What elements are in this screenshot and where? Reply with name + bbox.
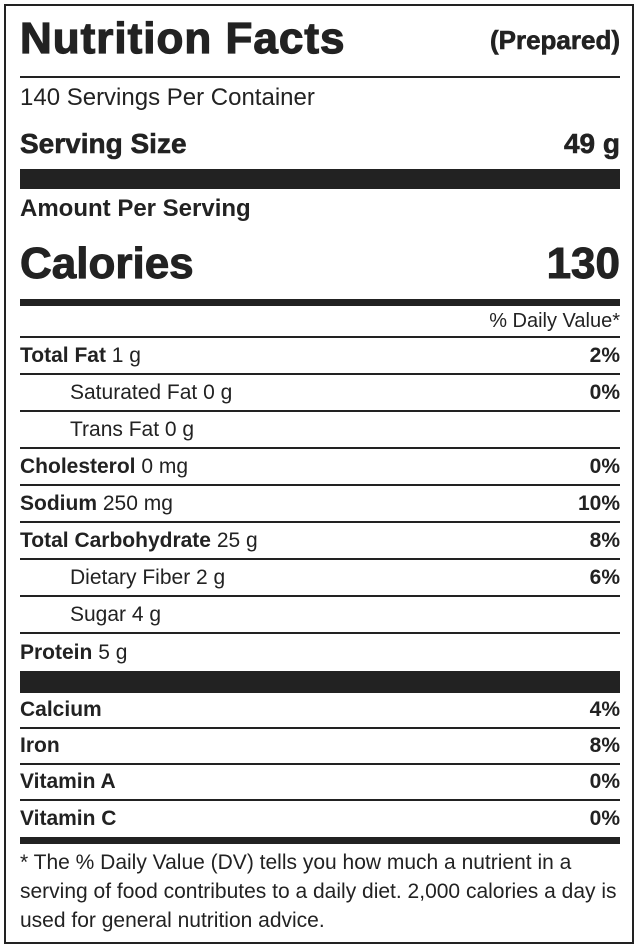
calories: Calories 130	[20, 228, 621, 299]
servings-text: 140 Servings Per Container	[20, 84, 315, 111]
nutrient-dv: 6%	[589, 565, 620, 589]
servings: 140 Servings Per Container	[20, 78, 620, 118]
nutrient-amount: 5 g	[98, 640, 128, 664]
nutrient-row: Cholesterol 0 mg 0%	[20, 449, 620, 486]
nutrient-label: Trans Fat 0 g	[70, 418, 194, 442]
subtitle: (Prepared)	[489, 25, 621, 56]
nutrient-dv: 8%	[589, 528, 620, 552]
vitamin-list: Calcium 4% Iron 8% Vitamin A 0% Vitamin C 0%	[20, 693, 620, 837]
nutrient-row: Sodium 250 mg 10%	[20, 486, 620, 523]
calories-value: 130	[546, 238, 620, 288]
nutrient-label: Saturated Fat 0 g	[70, 381, 232, 405]
vitamin-row: Iron 8%	[20, 729, 620, 765]
nutrient-label: Sodium 250 mg	[20, 492, 173, 516]
nutrient-name: Dietary Fiber 2 g	[70, 565, 226, 589]
nutrient-label: Total Fat 1 g	[20, 344, 141, 368]
nutrient-dv: 10%	[577, 491, 620, 515]
nutrient-name: Saturated Fat 0 g	[70, 380, 233, 404]
dv-header-text: % Daily Value*	[489, 309, 620, 332]
nutrient-amount: 250 mg	[102, 491, 173, 515]
nutrient-label: Dietary Fiber 2 g	[70, 566, 225, 590]
nutrient-dv: 0%	[589, 454, 620, 478]
divider	[20, 169, 620, 189]
title: Nutrition Facts	[19, 13, 346, 63]
vitamin-dv: 4%	[589, 698, 620, 721]
title-row: Nutrition Facts (Prepared)	[19, 13, 621, 78]
nutrient-label: Cholesterol 0 mg	[20, 455, 188, 479]
nutrient-label: Protein 5 g	[20, 641, 127, 665]
nutrient-name: Protein	[20, 640, 93, 664]
nutrient-amount: 0 mg	[141, 454, 189, 478]
nutrient-label: Sugar 4 g	[70, 603, 161, 627]
vitamin-name: Vitamin A	[20, 770, 116, 793]
nutrition-label: Nutrition Facts (Prepared) 140 Servings …	[4, 4, 634, 944]
vitamin-row: Vitamin A 0%	[20, 765, 620, 801]
vitamin-dv: 0%	[589, 807, 620, 830]
nutrient-row: Saturated Fat 0 g 0%	[20, 375, 620, 412]
nutrient-label: Total Carbohydrate 25 g	[20, 529, 258, 553]
serving-size-label: Serving Size	[20, 127, 187, 159]
divider	[20, 671, 620, 693]
nutrient-name: Sodium	[20, 491, 97, 515]
nutrient-row: Trans Fat 0 g	[20, 412, 620, 449]
nutrient-name: Total Carbohydrate	[20, 528, 211, 552]
serving-size-value: 49 g	[563, 127, 621, 159]
vitamin-row: Vitamin C 0%	[20, 801, 620, 837]
label-content: Nutrition Facts (Prepared) 140 Servings …	[19, 13, 621, 935]
nutrient-row: Protein 5 g	[20, 634, 620, 671]
divider	[20, 299, 620, 306]
nutrient-amount: 25 g	[216, 528, 258, 552]
vitamin-dv: 8%	[589, 734, 620, 757]
nutrient-row: Sugar 4 g	[20, 597, 620, 634]
vitamin-name: Iron	[20, 734, 60, 757]
nutrient-list: Total Fat 1 g 2% Saturated Fat 0 g 0% Trans …	[20, 338, 620, 671]
divider	[20, 837, 620, 844]
nutrient-row: Total Carbohydrate 25 g 8%	[20, 523, 620, 560]
amount-text: Amount Per Serving	[20, 194, 251, 222]
daily-value-header: % Daily Value*	[20, 306, 620, 338]
nutrient-name: Cholesterol	[20, 454, 136, 478]
vitamin-name: Calcium	[20, 698, 102, 721]
nutrient-name: Total Fat	[20, 343, 106, 367]
calories-label: Calories	[20, 238, 195, 288]
nutrient-amount: 1 g	[111, 343, 141, 367]
nutrient-dv: 2%	[589, 343, 620, 367]
nutrient-row: Total Fat 1 g 2%	[20, 338, 620, 375]
nutrient-name: Sugar 4 g	[70, 602, 162, 626]
nutrient-name: Trans Fat 0 g	[70, 417, 195, 441]
vitamin-name: Vitamin C	[20, 807, 117, 830]
footnote: * The % Daily Value (DV) tells you how m…	[20, 851, 617, 932]
nutrient-dv: 0%	[589, 380, 620, 404]
amount-per-serving: Amount Per Serving	[20, 189, 620, 228]
vitamin-row: Calcium 4%	[20, 693, 620, 729]
vitamin-dv: 0%	[589, 770, 620, 793]
serving-size: Serving Size 49 g	[20, 118, 621, 169]
nutrient-row: Dietary Fiber 2 g 6%	[20, 560, 620, 597]
